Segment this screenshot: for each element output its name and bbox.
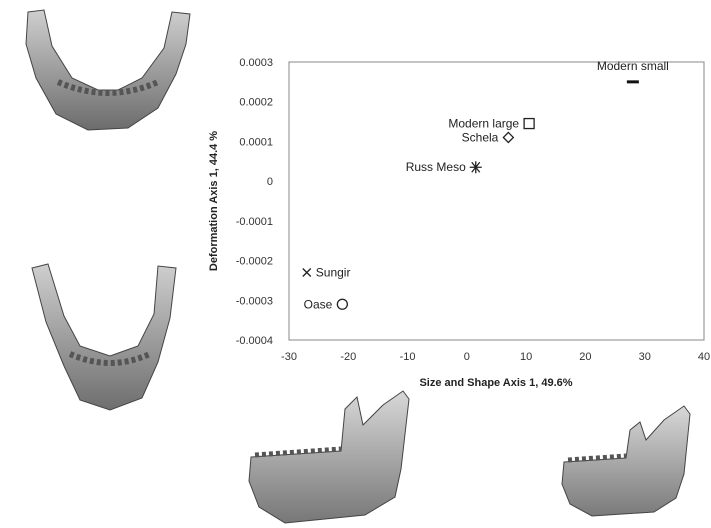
point-label: Sungir	[316, 265, 351, 279]
x-tick-label: 0	[464, 351, 470, 363]
x-tick-label: 40	[698, 351, 710, 363]
y-tick-label: 0.0002	[239, 97, 273, 109]
marker-diamond	[502, 131, 515, 144]
marker-asterisk	[469, 161, 482, 174]
y-tick-label: -0.0003	[236, 295, 273, 307]
data-point-oase: Oase	[304, 297, 349, 311]
x-axis-ticks: -30 -20 -10 0 10 20 30 40	[281, 351, 710, 363]
marker-dash	[626, 80, 639, 84]
plot-area	[288, 61, 705, 341]
point-label: Modern large	[448, 117, 519, 131]
x-tick-label: 20	[579, 351, 591, 363]
y-tick-label: -0.0002	[236, 256, 273, 268]
marker-circle	[336, 298, 349, 310]
data-point-sungir: Sungir	[302, 265, 351, 279]
point-label: Oase	[304, 297, 333, 311]
x-tick-label: 10	[520, 351, 532, 363]
point-label: Russ Meso	[406, 160, 466, 174]
x-tick-label: 30	[639, 351, 651, 363]
y-axis-ticks: 0.0003 0.0002 0.0001 0 -0.0001 -0.0002 -0.0003…	[236, 57, 273, 347]
mandible-top-view-large	[25, 9, 191, 131]
y-tick-label: 0	[267, 176, 273, 188]
mandible-side-view-large	[248, 390, 410, 524]
x-tick-label: -10	[400, 351, 416, 363]
data-point-schela: Schela	[462, 130, 515, 144]
data-point-russ-meso: Russ Meso	[406, 160, 482, 174]
point-label: Schela	[462, 130, 499, 144]
y-tick-label: -0.0001	[236, 216, 273, 228]
y-tick-label: 0.0001	[239, 136, 273, 148]
y-tick-label: -0.0004	[236, 335, 273, 347]
x-tick-label: -20	[340, 351, 356, 363]
marker-square	[523, 117, 535, 130]
mandible-top-view-narrow	[31, 263, 177, 411]
marker-x	[302, 268, 312, 277]
data-point-modern-large: Modern large	[448, 117, 535, 131]
y-tick-label: 0.0003	[239, 57, 273, 69]
mandible-side-view-small	[561, 405, 691, 517]
point-label: Modern small	[597, 59, 669, 73]
y-axis-label: Deformation Axis 1, 44.4 %	[208, 131, 220, 271]
x-axis-label: Size and Shape Axis 1, 49.6%	[419, 377, 572, 389]
data-point-modern-small: Modern small	[597, 59, 669, 84]
x-tick-label: -30	[281, 351, 297, 363]
